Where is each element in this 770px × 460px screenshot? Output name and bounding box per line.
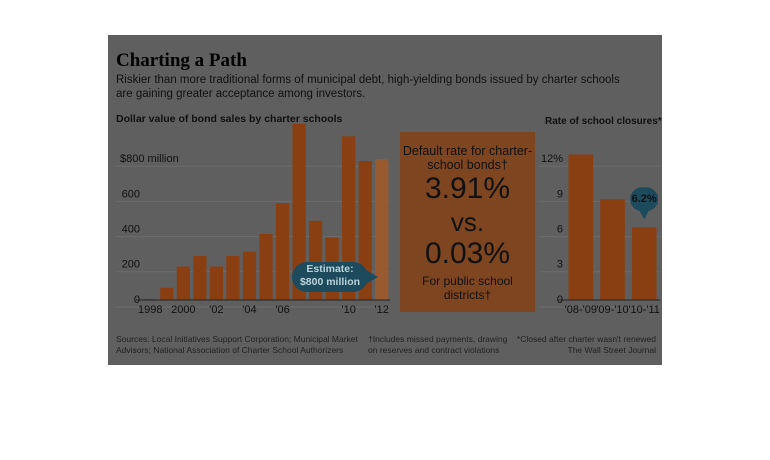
x-tick-label: '06 (275, 304, 289, 316)
chart-title: Dollar value of bond sales by charter sc… (116, 113, 343, 125)
chart-title: Rate of school closures* (545, 116, 662, 127)
x-tick-label: '10 (341, 304, 355, 316)
bar (193, 256, 207, 300)
footnote: *Closed after charter wasn't renewed (516, 334, 656, 344)
y-tick-label: 600 (122, 188, 140, 200)
callout-heading: Default rate for charter-school bonds† (402, 144, 533, 172)
x-tick-label: 1998 (138, 304, 162, 316)
bar (631, 227, 657, 300)
bar (242, 251, 257, 300)
bar (209, 266, 224, 300)
y-tick-label: 3 (557, 259, 563, 271)
bar (342, 136, 356, 300)
title: Charting a Path (116, 50, 247, 71)
y-tick-label: 12% (541, 153, 563, 165)
x-tick-label: 2000 (171, 304, 195, 316)
callout-value: 3.91% (424, 172, 511, 205)
callout-footer: For public school districts† (422, 274, 513, 302)
annotation: Estimate: $800 million (299, 263, 361, 288)
x-tick-label: '12 (375, 304, 389, 316)
value-label-pointer (639, 210, 650, 220)
bar (375, 159, 389, 300)
bar (176, 266, 190, 300)
bar (259, 234, 273, 300)
callout-versus: vs. (450, 207, 485, 237)
credit: The Wall Street Journal (567, 345, 657, 355)
annotation-bubble (292, 262, 368, 292)
x-tick-label: '04 (242, 304, 256, 316)
sources: Sources: Local Initiatives Support Corpo… (116, 334, 358, 355)
y-tick-label: 200 (122, 259, 140, 271)
value-label-bubble (630, 187, 659, 212)
bar (275, 203, 290, 300)
bar (226, 256, 240, 300)
footnote: †Includes missed payments, drawing on re… (368, 334, 508, 355)
callout-value: 0.03% (424, 237, 511, 270)
y-tick-label: 6 (557, 224, 563, 236)
x-tick-label: '10-'11 (628, 304, 660, 316)
annotation-pointer (366, 270, 378, 284)
x-tick-label: '02 (209, 304, 223, 316)
callout-box (400, 132, 535, 312)
annotation-box: Estimate: $800 million (299, 263, 361, 288)
bar (160, 287, 174, 300)
y-tick-label: 400 (122, 224, 140, 236)
subtitle: Riskier than more traditional forms of m… (116, 74, 620, 100)
bar (568, 154, 594, 300)
bar (292, 124, 306, 300)
y-tick-label: $800 million (120, 153, 179, 165)
x-tick-label: '08-'09 (565, 304, 597, 316)
x-tick-label: '09-'10 (596, 304, 628, 316)
y-tick-label: 9 (557, 188, 563, 200)
bar (600, 199, 625, 300)
value-label: 6.2% (632, 193, 657, 205)
